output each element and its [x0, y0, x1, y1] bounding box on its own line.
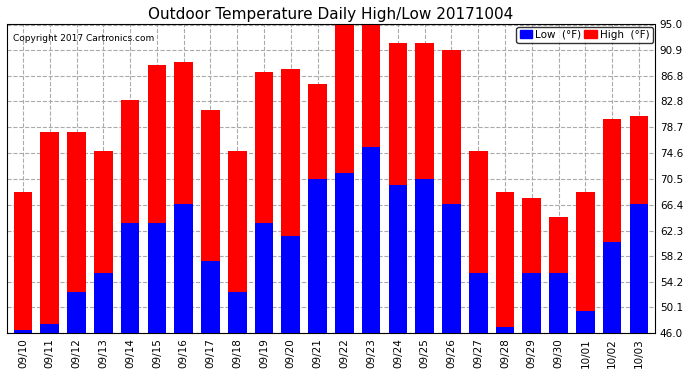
- Bar: [335, 24, 354, 375]
- Bar: [41, 132, 59, 375]
- Bar: [228, 292, 246, 375]
- Bar: [603, 242, 622, 375]
- Bar: [362, 147, 380, 375]
- Bar: [308, 179, 327, 375]
- Bar: [522, 273, 541, 375]
- Bar: [415, 44, 434, 375]
- Bar: [362, 24, 380, 375]
- Bar: [469, 273, 488, 375]
- Bar: [603, 119, 622, 375]
- Bar: [255, 223, 273, 375]
- Bar: [415, 179, 434, 375]
- Bar: [228, 150, 246, 375]
- Bar: [442, 204, 461, 375]
- Bar: [549, 217, 568, 375]
- Bar: [14, 330, 32, 375]
- Bar: [629, 116, 648, 375]
- Bar: [282, 69, 300, 375]
- Text: Copyright 2017 Cartronics.com: Copyright 2017 Cartronics.com: [13, 34, 155, 43]
- Bar: [495, 327, 514, 375]
- Legend: Low  (°F), High  (°F): Low (°F), High (°F): [517, 27, 653, 43]
- Bar: [201, 110, 220, 375]
- Bar: [175, 204, 193, 375]
- Bar: [388, 44, 407, 375]
- Bar: [469, 150, 488, 375]
- Bar: [67, 292, 86, 375]
- Bar: [282, 236, 300, 375]
- Bar: [495, 192, 514, 375]
- Bar: [201, 261, 220, 375]
- Bar: [549, 273, 568, 375]
- Bar: [148, 66, 166, 375]
- Bar: [576, 192, 595, 375]
- Bar: [14, 192, 32, 375]
- Bar: [629, 204, 648, 375]
- Bar: [442, 50, 461, 375]
- Bar: [121, 223, 139, 375]
- Bar: [94, 150, 112, 375]
- Bar: [121, 100, 139, 375]
- Bar: [522, 198, 541, 375]
- Bar: [175, 62, 193, 375]
- Bar: [148, 223, 166, 375]
- Bar: [67, 132, 86, 375]
- Bar: [576, 311, 595, 375]
- Bar: [335, 172, 354, 375]
- Bar: [308, 84, 327, 375]
- Bar: [94, 273, 112, 375]
- Title: Outdoor Temperature Daily High/Low 20171004: Outdoor Temperature Daily High/Low 20171…: [148, 7, 513, 22]
- Bar: [388, 185, 407, 375]
- Bar: [255, 72, 273, 375]
- Bar: [41, 324, 59, 375]
